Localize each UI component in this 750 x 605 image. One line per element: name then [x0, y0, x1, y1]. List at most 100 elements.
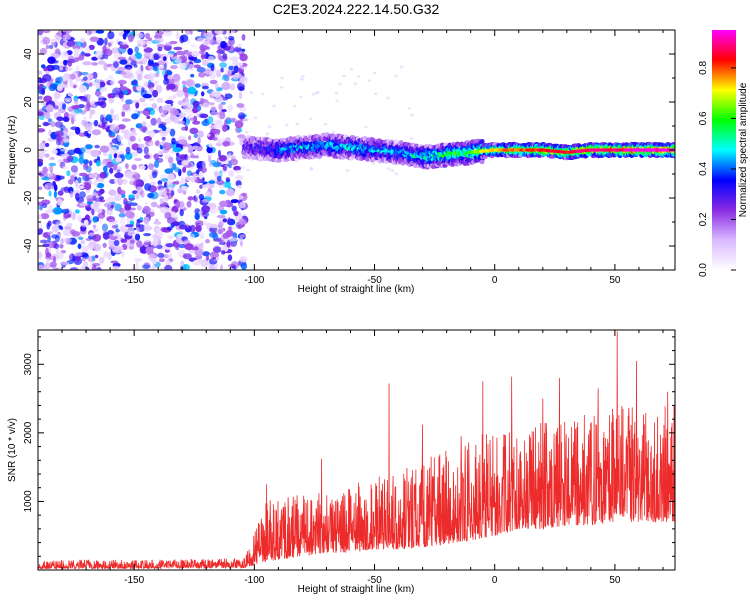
heatmap-cell	[120, 71, 127, 75]
heatmap-cell	[127, 89, 132, 95]
heatmap-cell	[56, 85, 63, 92]
heatmap-cell	[192, 120, 201, 125]
heatmap-cell	[162, 56, 167, 62]
heatmap-cell	[225, 177, 230, 180]
heatmap-cell	[179, 209, 184, 217]
heatmap-cell	[99, 171, 108, 179]
heatmap-cell	[139, 217, 143, 221]
heatmap-cell	[192, 100, 199, 109]
heatmap-cell	[85, 165, 92, 173]
heatmap-cell	[142, 108, 151, 117]
heatmap-cell	[162, 142, 172, 151]
heatmap-cell	[133, 79, 138, 86]
heatmap-cell	[48, 204, 54, 211]
heatmap-cell	[167, 96, 174, 101]
heatmap-cell	[53, 91, 61, 100]
heatmap-cell	[169, 162, 173, 169]
heatmap-cell	[79, 191, 86, 199]
heatmap-cell	[237, 43, 243, 48]
heatmap-cell	[41, 203, 48, 209]
heatmap-cell	[210, 111, 220, 116]
heatmap-cell	[220, 40, 227, 49]
heatmap-cell	[152, 53, 160, 60]
heatmap-cell	[125, 163, 129, 169]
heatmap-cell	[96, 160, 101, 167]
heatmap-cell	[168, 156, 174, 164]
heatmap-cell	[171, 205, 179, 213]
heatmap-cell	[222, 165, 227, 172]
heatmap-cell	[76, 65, 80, 74]
heatmap-cell	[182, 98, 188, 102]
heatmap-cell	[47, 241, 54, 249]
heatmap-cell	[45, 104, 54, 113]
heatmap-cell	[157, 239, 162, 246]
heatmap-cell	[108, 189, 117, 197]
heatmap-cell	[188, 63, 195, 72]
heatmap-cell	[87, 244, 96, 250]
heatmap-cell	[109, 167, 114, 174]
heatmap-cell	[407, 107, 412, 110]
heatmap-cell	[105, 211, 114, 216]
heatmap-cell	[149, 52, 154, 61]
heatmap-cell	[218, 155, 227, 162]
heatmap-cell	[154, 73, 160, 78]
heatmap-cell	[55, 137, 62, 146]
heatmap-cell	[144, 201, 149, 205]
heatmap-cell	[103, 165, 108, 173]
heatmap-cell	[81, 257, 87, 262]
heatmap-cell	[119, 86, 128, 91]
heatmap-cell	[134, 233, 141, 241]
heatmap-cell	[166, 127, 171, 134]
heatmap-cell	[221, 74, 229, 81]
heatmap-cell	[130, 80, 135, 86]
heatmap-cell	[177, 139, 188, 145]
heatmap-cell	[188, 233, 195, 240]
x-tick-label: -150	[124, 575, 144, 586]
heatmap-cell	[42, 243, 50, 248]
heatmap-cell	[295, 122, 300, 126]
heatmap-cell	[374, 92, 378, 96]
heatmap-cell	[51, 266, 57, 270]
heatmap-cell	[69, 80, 73, 88]
heatmap-cell	[198, 171, 204, 180]
heatmap-cell	[70, 165, 78, 173]
heatmap-cell	[100, 100, 107, 109]
heatmap-cell	[112, 265, 120, 270]
heatmap-cell	[90, 149, 101, 158]
heatmap-cell	[163, 30, 173, 37]
heatmap-cell	[152, 233, 160, 241]
heatmap-cell	[91, 62, 98, 66]
heatmap-cell	[235, 62, 244, 66]
heatmap-cell	[124, 209, 132, 217]
heatmap-cell	[75, 256, 80, 263]
heatmap-cell	[224, 36, 228, 40]
heatmap-cell	[73, 97, 78, 105]
heatmap-cell	[148, 253, 156, 262]
heatmap-cell	[208, 232, 218, 238]
heatmap-cell	[137, 43, 142, 47]
heatmap-cell	[195, 224, 202, 232]
heatmap-cell	[60, 187, 70, 192]
heatmap-cell	[70, 126, 79, 131]
heatmap-cell	[150, 117, 157, 126]
heatmap-cell	[230, 83, 236, 91]
heatmap-cell	[92, 224, 97, 229]
heatmap-cell	[267, 125, 272, 129]
heatmap-cell	[188, 149, 194, 154]
heatmap-cell	[38, 70, 43, 75]
heatmap-cell	[190, 73, 195, 78]
heatmap-cell	[160, 226, 168, 233]
x-tick-label: -50	[367, 275, 382, 286]
heatmap-cell	[84, 182, 92, 190]
heatmap-cell	[50, 38, 57, 43]
heatmap-cell	[41, 64, 46, 69]
heatmap-cell	[199, 113, 209, 119]
heatmap-cell	[147, 192, 155, 199]
heatmap-cell	[189, 117, 196, 121]
heatmap-cell	[191, 108, 199, 114]
heatmap-cell	[101, 209, 105, 216]
x-tick-label: 50	[609, 275, 621, 286]
heatmap-cell	[151, 103, 157, 109]
heatmap-cell	[136, 186, 143, 193]
